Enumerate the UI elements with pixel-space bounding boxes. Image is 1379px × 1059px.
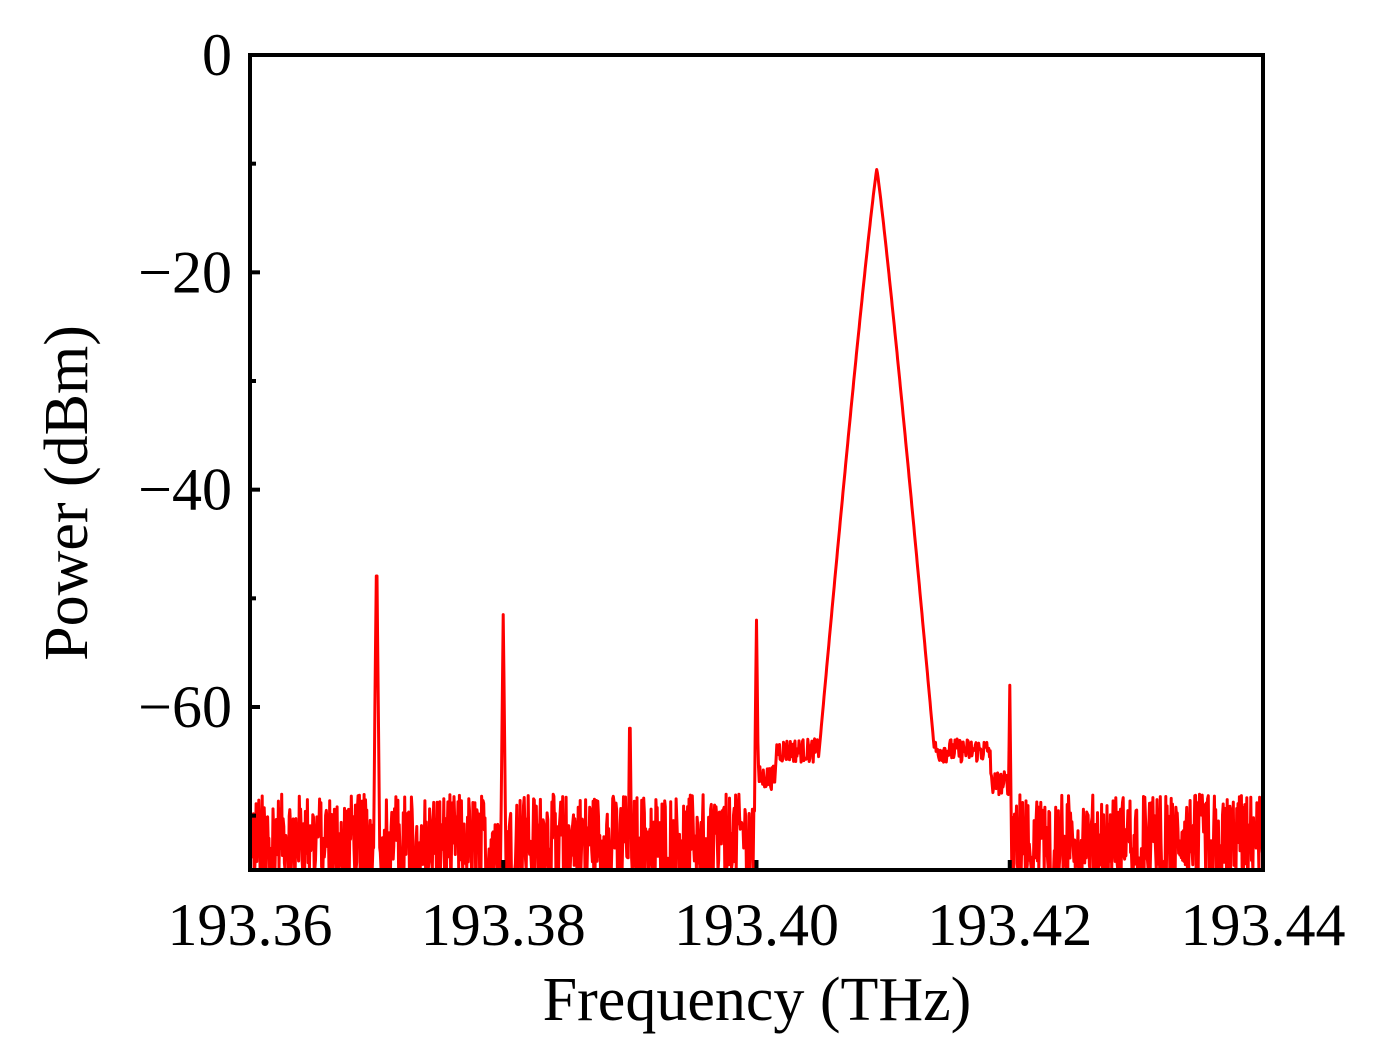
y-axis-title: Power (dBm): [33, 325, 101, 661]
x-tick-label-0: 193.36: [168, 892, 333, 958]
x-axis-tick-labels: 193.36 193.38 193.40 193.42 193.44: [168, 892, 1346, 958]
spectrum-line: [248, 168, 1265, 872]
y-tick-label-2: −40: [138, 457, 232, 523]
plot-frame: [248, 53, 1265, 872]
y-axis-tick-labels: 0 −20 −40 −60: [138, 22, 232, 740]
x-tick-label-3: 193.42: [927, 892, 1092, 958]
x-tick-label-4: 193.44: [1181, 892, 1346, 958]
x-tick-label-1: 193.38: [421, 892, 586, 958]
x-axis-title: Frequency (THz): [543, 966, 972, 1034]
y-tick-label-1: −20: [138, 239, 232, 305]
x-tick-label-2: 193.40: [674, 892, 839, 958]
y-tick-label-3: −60: [138, 674, 232, 740]
power-spectrum-series: [248, 168, 1265, 872]
y-tick-label-0: 0: [202, 22, 232, 88]
